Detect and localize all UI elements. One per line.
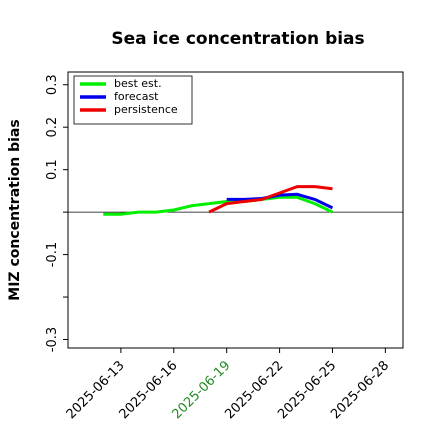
series-line-persistence	[208, 185, 333, 214]
chart-title: Sea ice concentration bias	[111, 29, 364, 49]
legend-label-forecast: forecast	[114, 90, 159, 103]
legend-label-best-est-: best est.	[114, 77, 162, 90]
y-tick-label-2: -0.1	[45, 242, 60, 267]
plot-frame	[67, 71, 404, 349]
y-tick-label-0: -0.3	[45, 327, 60, 352]
y-axis-label: MIZ concentration bias	[7, 119, 23, 300]
series-line-best-est-	[103, 195, 334, 216]
series-line-forecast	[226, 192, 334, 210]
y-tick-label-4: 0.1	[45, 159, 60, 180]
legend-label-persistence: persistence	[114, 103, 178, 116]
y-tick-label-5: 0.2	[45, 117, 60, 138]
y-tick-label-6: 0.3	[45, 74, 60, 95]
